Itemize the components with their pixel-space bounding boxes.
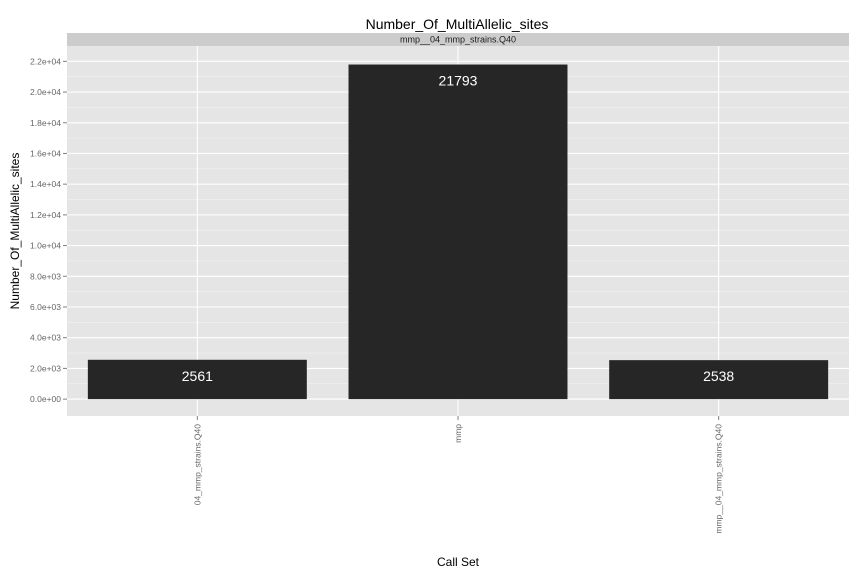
y-tick-label: 1.8e+04: [30, 118, 61, 128]
y-tick-label: 4.0e+03: [30, 333, 61, 343]
x-tick-label: mmp: [453, 424, 463, 443]
bar-data-label: 2561: [182, 368, 213, 384]
y-axis-title: Number_Of_MultiAllelic_sites: [8, 153, 22, 310]
bar-data-labels: 2561 21793 2538: [182, 73, 735, 385]
y-tick-label: 2.2e+04: [30, 56, 61, 66]
y-tick-label: 2.0e+03: [30, 363, 61, 373]
y-tick-label: 2.0e+04: [30, 87, 61, 97]
bar: [87, 359, 307, 400]
bar: [348, 64, 568, 400]
chart-title: Number_Of_MultiAllelic_sites: [366, 16, 549, 32]
x-axis-title: Call Set: [437, 555, 480, 569]
y-tick-label: 6.0e+03: [30, 302, 61, 312]
x-tick-label: 04_mmp_strains.Q40: [192, 424, 202, 506]
facet-strip-label: mmp__04_mmp_strains.Q40: [400, 35, 516, 45]
y-tick-label: 1.6e+04: [30, 148, 61, 158]
y-tick-label: 1.2e+04: [30, 210, 61, 220]
y-tick-label: 0.0e+00: [30, 394, 61, 404]
x-tick-label: mmp__04_mmp_strains.Q40: [714, 424, 724, 534]
x-axis-ticks: 04_mmp_strains.Q40 mmp mmp__04_mmp_strains…: [192, 416, 724, 534]
bars: [87, 64, 829, 400]
y-tick-label: 8.0e+03: [30, 271, 61, 281]
y-axis-ticks: 0.0e+00 2.0e+03 4.0e+03 6.0e+03 8.0e+03 1.0e+…: [30, 56, 67, 404]
y-tick-label: 1.0e+04: [30, 241, 61, 251]
y-tick-label: 1.4e+04: [30, 179, 61, 189]
bar: [609, 360, 829, 400]
facet-strip: [67, 33, 849, 46]
bar-data-label: 2538: [703, 368, 734, 384]
bar-data-label: 21793: [439, 73, 478, 89]
